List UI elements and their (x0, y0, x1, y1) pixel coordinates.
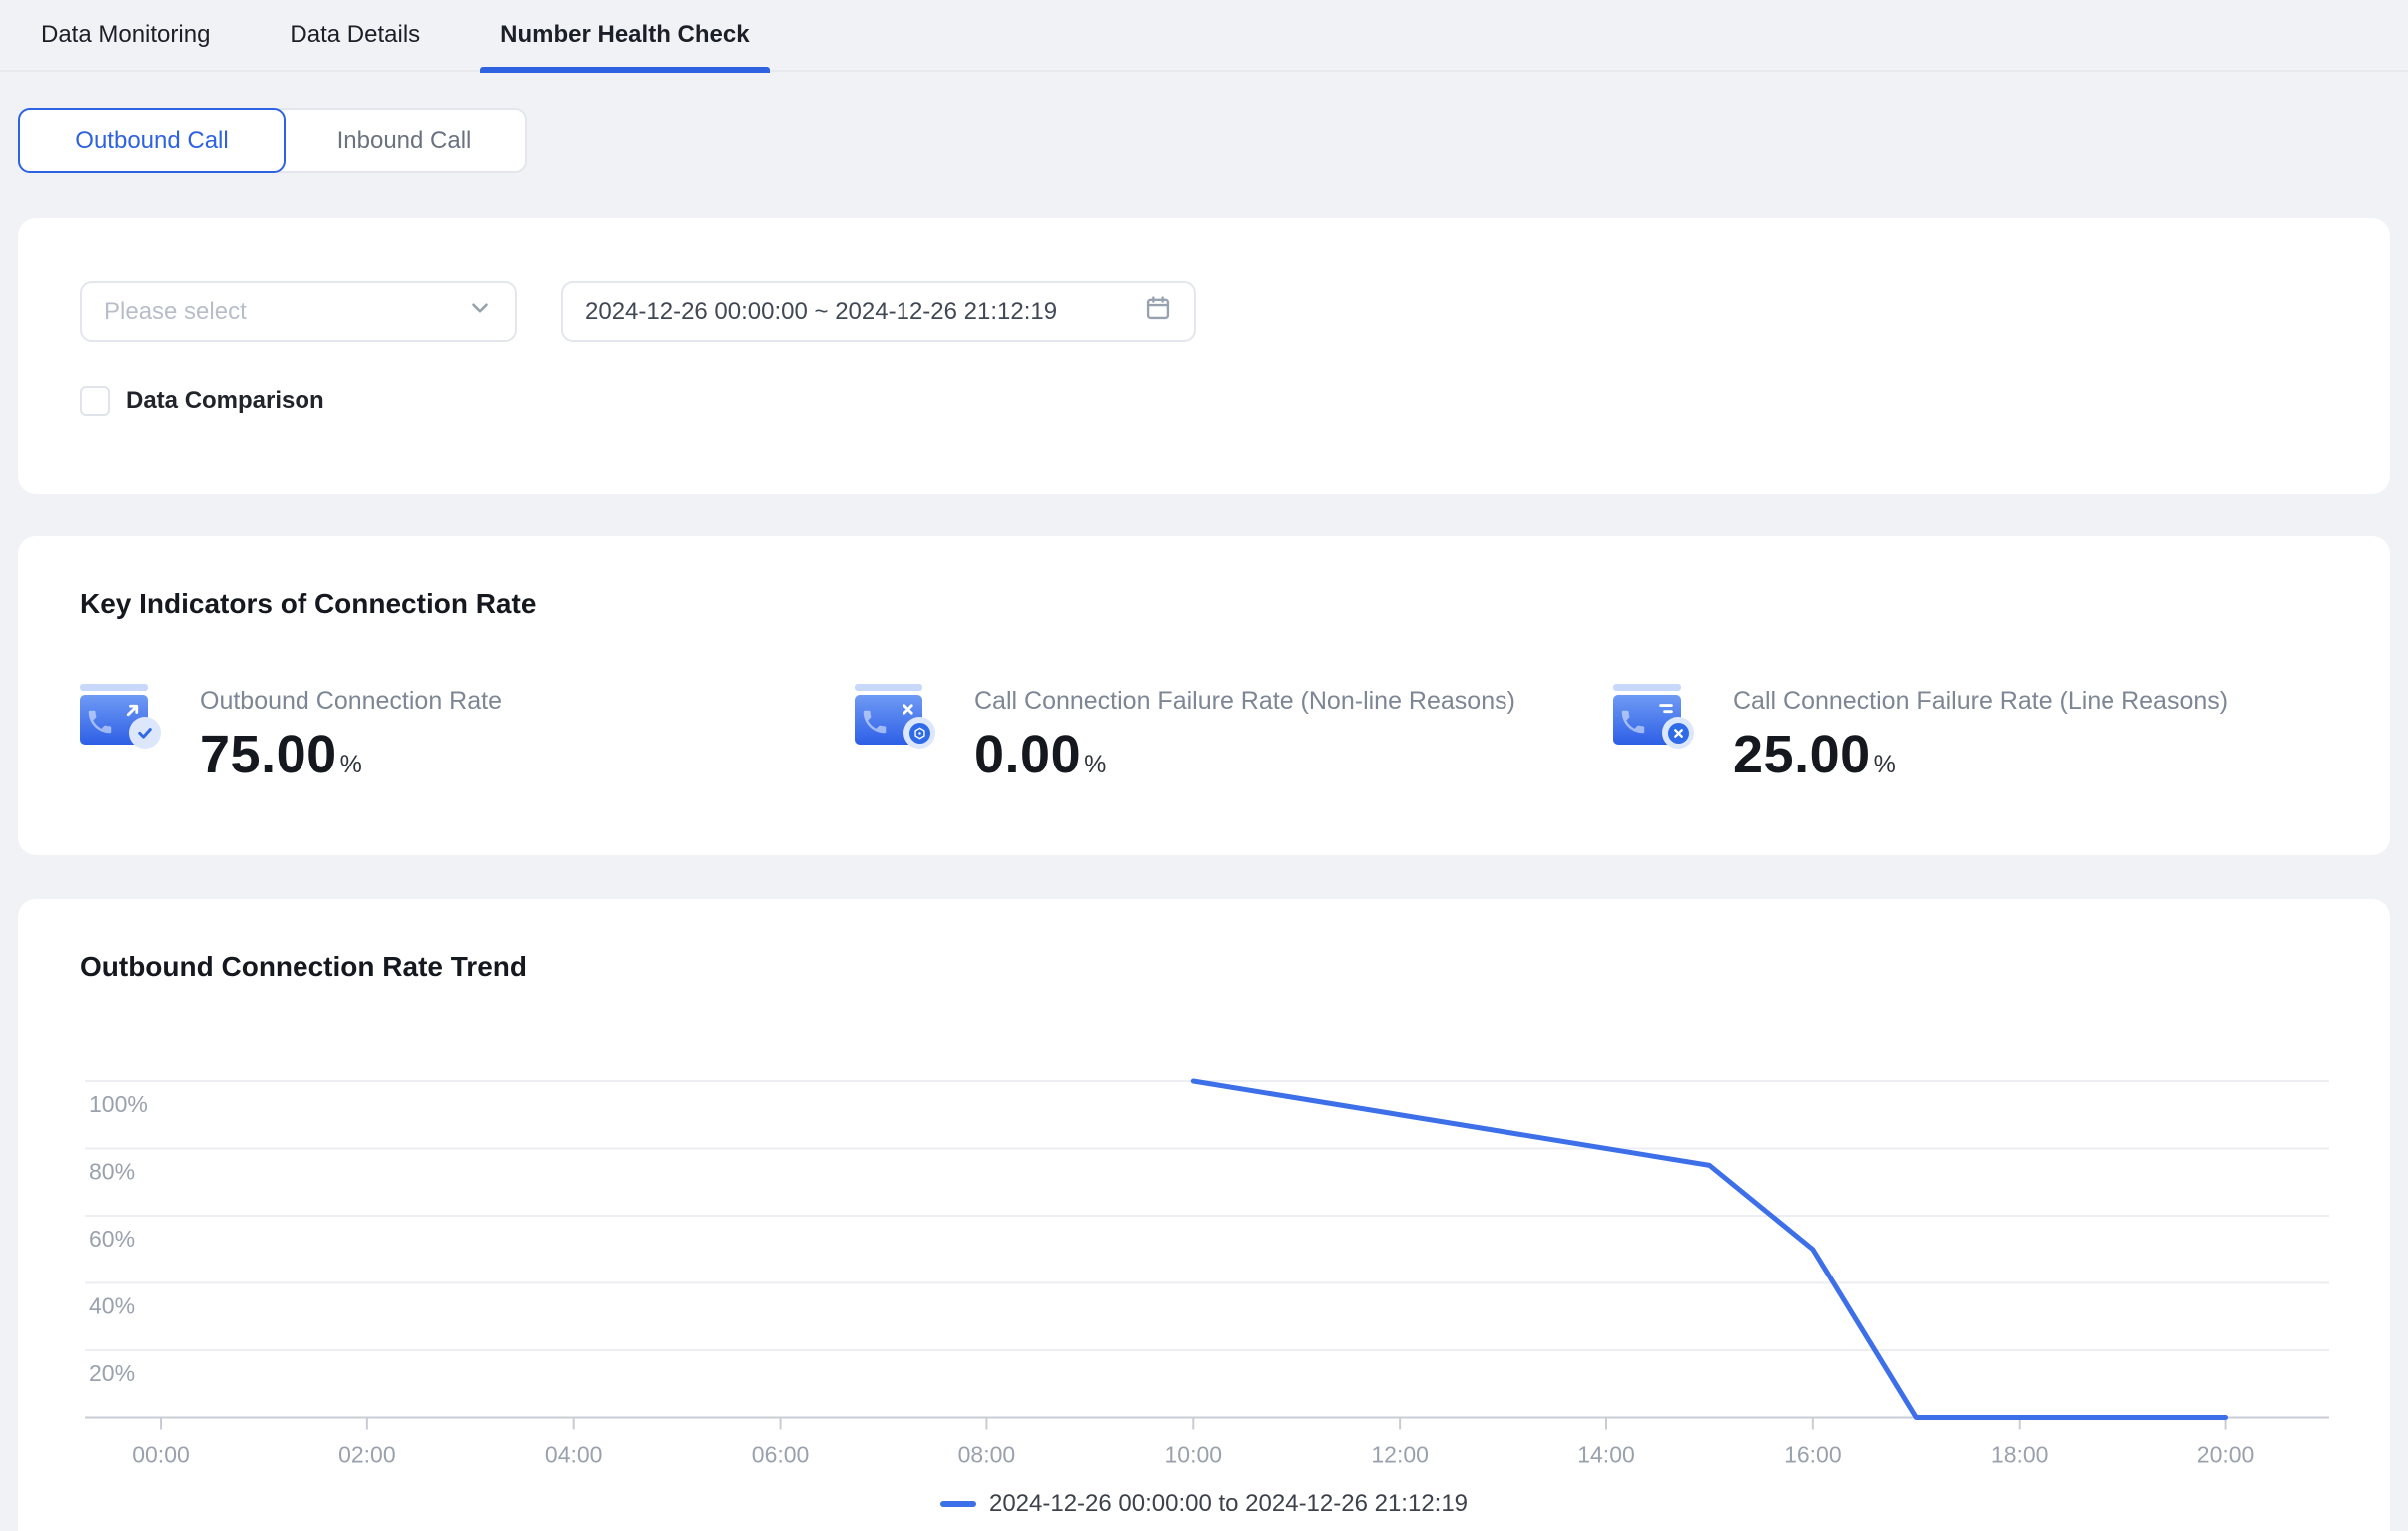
svg-text:00:00: 00:00 (132, 1442, 190, 1468)
calendar-icon[interactable] (1144, 294, 1172, 329)
date-range-input[interactable]: 2024-12-26 00:00:00 ~ 2024-12-26 21:12:1… (561, 281, 1196, 342)
svg-text:14:00: 14:00 (1577, 1442, 1635, 1468)
svg-text:06:00: 06:00 (752, 1442, 810, 1468)
svg-text:20:00: 20:00 (2197, 1442, 2255, 1468)
top-tab-bar: Data Monitoring Data Details Number Heal… (0, 0, 2408, 72)
filter-card: Please select 2024-12-26 00:00:00 ~ 2024… (18, 218, 2390, 494)
data-comparison-row: Data Comparison (80, 386, 324, 416)
date-range-value: 2024-12-26 00:00:00 ~ 2024-12-26 21:12:1… (585, 298, 1057, 326)
svg-text:80%: 80% (89, 1159, 135, 1185)
chart-legend[interactable]: 2024-12-26 00:00:00 to 2024-12-26 21:12:… (18, 1490, 2390, 1518)
number-select[interactable]: Please select (80, 281, 517, 342)
trend-chart-svg: 100% 80% 60% 40% 20% 00:00 02:00 04:00 06:00 08:0… (18, 1058, 2390, 1477)
svg-text:100%: 100% (89, 1091, 148, 1117)
svg-text:40%: 40% (89, 1293, 135, 1319)
kpi-unit: % (1874, 751, 1896, 779)
legend-line-marker (940, 1501, 976, 1507)
kpi-value: 25.00 (1733, 724, 1871, 785)
kpi-label: Call Connection Failure Rate (Line Reaso… (1733, 686, 2228, 716)
data-comparison-label[interactable]: Data Comparison (126, 387, 324, 415)
kpi-value: 75.00 (200, 724, 337, 785)
check-badge-icon (129, 717, 161, 749)
kpi-failure-rate-nonline: Call Connection Failure Rate (Non-line R… (855, 684, 1515, 785)
tab-data-details[interactable]: Data Details (290, 0, 420, 71)
svg-text:16:00: 16:00 (1784, 1442, 1842, 1468)
trend-chart-card: Outbound Connection Rate Trend 100% 80% 60… (18, 899, 2390, 1531)
inbound-call-toggle[interactable]: Inbound Call (284, 110, 525, 171)
svg-text:02:00: 02:00 (338, 1442, 396, 1468)
svg-text:20%: 20% (89, 1360, 135, 1386)
outbound-call-check-icon (80, 684, 164, 750)
number-select-placeholder: Please select (104, 298, 247, 326)
call-failure-x-icon (1613, 684, 1697, 750)
x-badge-icon (1662, 717, 1694, 749)
call-direction-toggle: Outbound Call Inbound Call (18, 108, 527, 173)
svg-text:10:00: 10:00 (1165, 1442, 1223, 1468)
outbound-call-toggle[interactable]: Outbound Call (18, 108, 286, 173)
kpi-value: 0.00 (974, 724, 1081, 785)
svg-text:60%: 60% (89, 1226, 135, 1252)
kpi-unit: % (1084, 751, 1106, 779)
kpi-failure-rate-line: Call Connection Failure Rate (Line Reaso… (1613, 684, 2228, 785)
tab-number-health-check[interactable]: Number Health Check (500, 0, 749, 71)
legend-series-label: 2024-12-26 00:00:00 to 2024-12-26 21:12:… (989, 1490, 1468, 1518)
svg-text:18:00: 18:00 (1991, 1442, 2049, 1468)
tab-data-monitoring[interactable]: Data Monitoring (41, 0, 210, 71)
call-failure-settings-icon (855, 684, 938, 750)
svg-text:12:00: 12:00 (1371, 1442, 1429, 1468)
kpi-outbound-connection-rate: Outbound Connection Rate 75.00 % (80, 684, 502, 785)
settings-badge-icon (903, 717, 935, 749)
kpi-label: Outbound Connection Rate (200, 686, 502, 716)
chevron-down-icon (467, 295, 493, 328)
kpi-unit: % (340, 751, 362, 779)
key-indicators-card: Key Indicators of Connection Rate Outbou… (18, 536, 2390, 855)
svg-text:08:00: 08:00 (958, 1442, 1016, 1468)
svg-text:04:00: 04:00 (545, 1442, 603, 1468)
kpi-label: Call Connection Failure Rate (Non-line R… (974, 686, 1515, 716)
data-comparison-checkbox[interactable] (80, 386, 110, 416)
trend-chart-title: Outbound Connection Rate Trend (80, 951, 527, 983)
key-indicators-title: Key Indicators of Connection Rate (80, 588, 536, 620)
trend-chart-canvas[interactable]: 100% 80% 60% 40% 20% 00:00 02:00 04:00 06:00 08:0… (18, 1058, 2390, 1477)
